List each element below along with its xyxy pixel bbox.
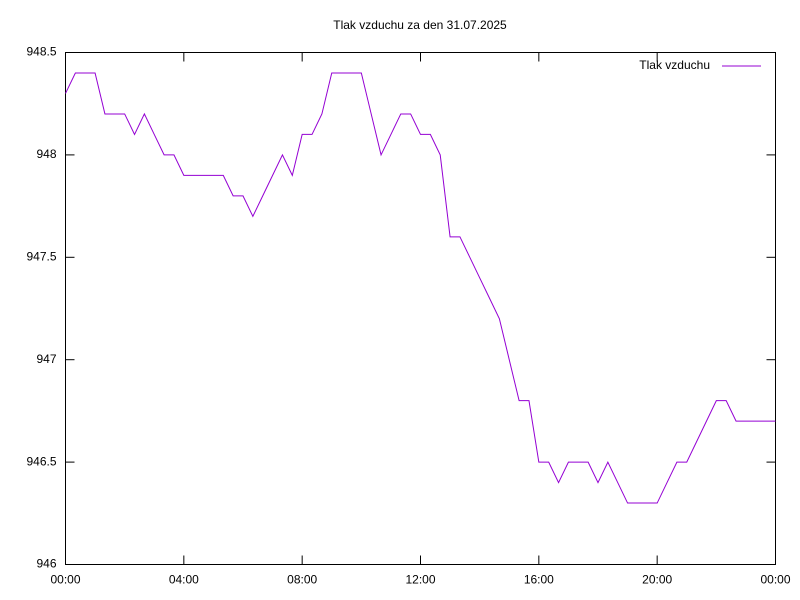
- x-tick-label: 12:00: [405, 573, 435, 587]
- y-tick-label: 946.5: [26, 454, 56, 468]
- data-line: [65, 72, 776, 504]
- x-tick-label: 08:00: [287, 573, 317, 587]
- y-tick-label: 948: [36, 147, 56, 161]
- legend-label: Tlak vzduchu: [639, 58, 710, 72]
- y-tick-label: 946: [36, 557, 56, 571]
- x-tick-label: 00:00: [760, 573, 790, 587]
- x-tick-label: 00:00: [50, 573, 80, 587]
- x-tick-label: 16:00: [524, 573, 554, 587]
- x-tick-label: 04:00: [169, 573, 199, 587]
- y-tick-label: 947: [36, 352, 56, 366]
- y-tick-label: 948.5: [26, 45, 56, 59]
- x-tick-label: 20:00: [642, 573, 672, 587]
- chart-title: Tlak vzduchu za den 31.07.2025: [333, 18, 507, 32]
- y-tick-label: 947.5: [26, 249, 56, 263]
